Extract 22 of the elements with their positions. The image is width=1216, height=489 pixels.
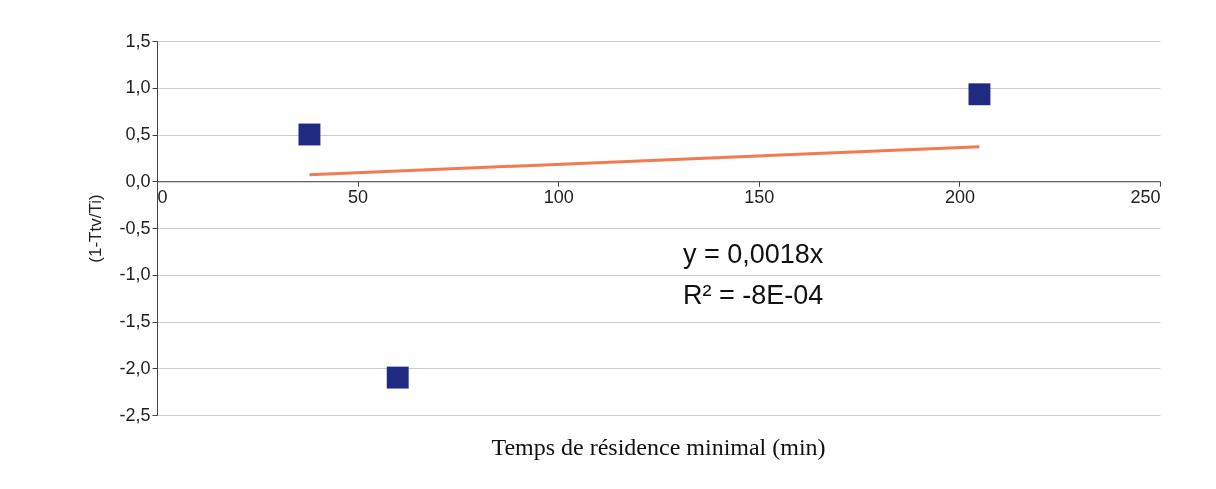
- y-tick-label: -2,0: [119, 357, 151, 378]
- x-tick-label: 0: [157, 186, 168, 207]
- y-tick-label: -1,5: [119, 311, 151, 331]
- y-tick-label: 0,5: [125, 124, 151, 144]
- y-tick-label: 0,0: [125, 170, 151, 191]
- x-tick-label: 200: [944, 186, 975, 207]
- annotation: y = 0,0018x: [683, 239, 824, 269]
- y-axis-title: (1-Ttv/Ti): [86, 194, 106, 263]
- y-tick-label: -1,0: [119, 264, 151, 285]
- y-tick-label: -0,5: [119, 217, 151, 238]
- x-tick-label: 100: [543, 186, 574, 207]
- y-tick-label: 1,0: [125, 77, 151, 98]
- point: [298, 123, 321, 146]
- x-axis-title: Temps de résidence minimal (min): [491, 434, 826, 460]
- x-tick-label: 50: [348, 186, 369, 207]
- y-tick-label: -2,5: [119, 404, 151, 425]
- annotation: R² = -8E-04: [683, 280, 824, 310]
- point: [968, 83, 991, 106]
- point: [386, 366, 409, 389]
- x-tick-label: 250: [1130, 186, 1161, 207]
- x-tick-label: 150: [744, 186, 775, 207]
- y-tick-label: 1,5: [125, 30, 151, 51]
